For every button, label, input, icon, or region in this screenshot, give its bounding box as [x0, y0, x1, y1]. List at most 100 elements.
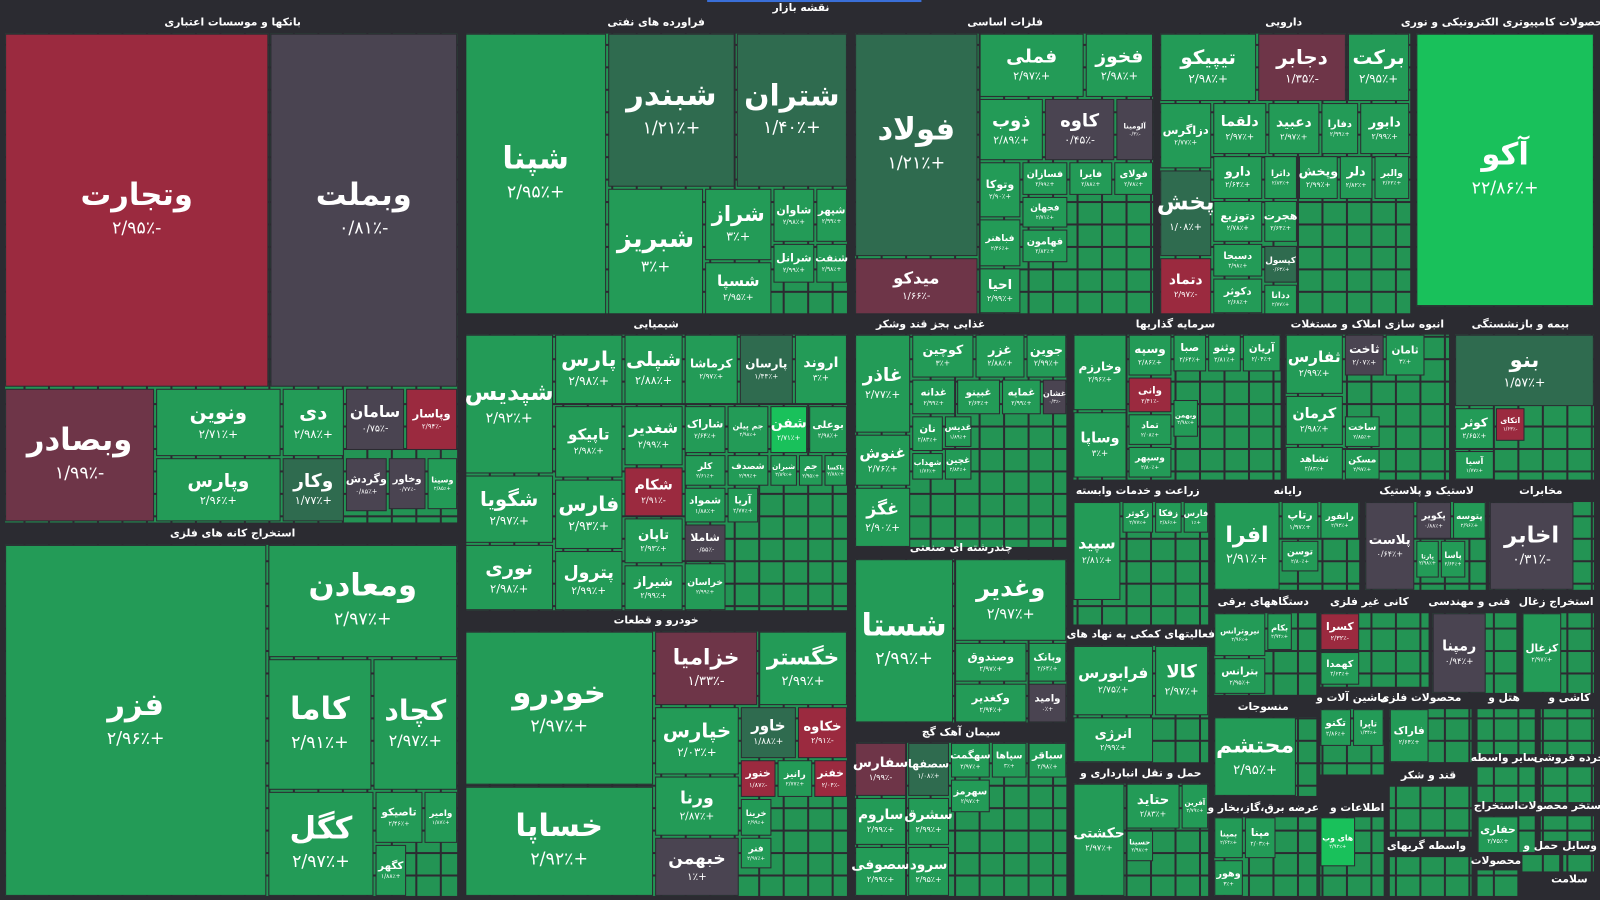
stock-change: +۲/۹۸٪ [739, 432, 756, 438]
stock-symbol: مپنا [1251, 827, 1270, 839]
stock-symbol: وسینا [431, 476, 453, 485]
stock-tile [345, 388, 405, 450]
stock-symbol: وپخش [1299, 163, 1338, 178]
stock-symbol: خگستر [766, 645, 839, 671]
stock-symbol: داترا [1271, 169, 1291, 179]
stock-tile [375, 791, 423, 843]
stock-change: +۲/۹۰٪ [989, 192, 1011, 200]
stock-symbol: کوچین [922, 342, 963, 357]
stock-tile [1214, 817, 1243, 859]
stock-symbol: وسپه [1134, 342, 1165, 357]
stock-change: +۲/۸۲٪ [1035, 249, 1054, 255]
stock-change: -۰/۳٪ [1049, 399, 1061, 405]
stock-tile [268, 659, 372, 790]
stock-tile [739, 334, 793, 405]
stock-tile [1213, 278, 1263, 314]
stock-change: +۲/۸۵٪ [1353, 435, 1371, 441]
sector-title: مخابرات [1519, 484, 1562, 497]
stock-change: +۲/۸۳٪ [1140, 810, 1166, 819]
stock-tile [1432, 613, 1486, 693]
stock-change: +۲/۹۸٪ [1131, 848, 1148, 854]
stock-symbol: فولاد [877, 113, 955, 148]
stock-symbol: فایرا [1079, 169, 1102, 180]
stock-symbol: پاکسا [827, 465, 844, 472]
stock-change: +۱/۴۴٪ [754, 372, 778, 381]
stock-tile [1044, 98, 1115, 161]
stock-symbol: شیران [772, 462, 795, 471]
stock-symbol: شیراز [633, 575, 673, 590]
stock-change: +۲/۹۷٪ [292, 852, 350, 872]
stock-tile [1085, 33, 1154, 97]
stock-symbol: تاپان [638, 528, 669, 543]
stock-change: +۲/۹۶٪ [200, 494, 237, 507]
stock-tile [373, 659, 458, 790]
stock-change: -۰/۷۷٪ [399, 486, 416, 493]
stock-tile [1455, 408, 1494, 449]
stock-symbol: کوثر [1460, 416, 1487, 431]
stock-symbol: خراسان [687, 577, 723, 588]
stock-symbol: وپاسار [412, 407, 451, 422]
stock-tile [740, 707, 796, 759]
stock-symbol: جم پیلن [732, 422, 763, 431]
stock-tile [736, 33, 847, 187]
stock-tile [1416, 33, 1594, 307]
stock-symbol: غنوش [859, 444, 905, 462]
stock-change: +۱/۹۷٪ [1289, 523, 1311, 531]
stock-tile [1214, 502, 1280, 590]
stock-tile [375, 844, 407, 896]
stock-symbol: وغدیر [975, 574, 1045, 602]
stock-symbol: کگهر [377, 859, 403, 872]
sector-area [1389, 857, 1472, 896]
stock-tile [1298, 156, 1338, 199]
stock-tile [770, 455, 797, 486]
stock-symbol: برکت [1352, 46, 1404, 69]
stock-symbol: پارتا [1421, 553, 1434, 560]
stock-change: +۲/۹۶٪ [107, 729, 165, 749]
stock-tile [855, 742, 907, 796]
stock-change: +۲/۸۱٪ [1082, 556, 1112, 566]
sector-title: استخراج کانه های فلزی [170, 527, 295, 541]
stock-tile [1455, 334, 1594, 407]
stock-tile [1477, 816, 1519, 854]
sector-title: هتل و [1487, 691, 1520, 704]
stock-tile [555, 479, 623, 549]
stock-tile [1126, 783, 1180, 829]
sector-title: فنی و مهندسی [1428, 595, 1510, 608]
stock-tile [794, 334, 847, 405]
stock-tile [855, 797, 907, 845]
stock-tile [1213, 201, 1263, 242]
stock-tile [951, 779, 990, 813]
stock-change: +۲/۸۸٪ [827, 472, 844, 478]
stock-change: +۰/۶۳٪ [1272, 267, 1290, 273]
stock-change: +۲/۷۸٪ [1124, 182, 1143, 188]
stock-symbol: شغدیر [628, 418, 678, 437]
stock-symbol: ذوب [992, 110, 1031, 131]
stock-symbol: شصدف [731, 462, 765, 472]
stock-tile [1208, 334, 1241, 372]
stock-change: +۲/۹۸٪ [490, 582, 528, 596]
stock-symbol: شنفت [815, 253, 848, 265]
stock-tile [1440, 540, 1466, 578]
stock-tile [855, 334, 911, 433]
stock-symbol: وبانک [1033, 653, 1061, 664]
stock-change: -۲/۰۴٪ [822, 782, 840, 789]
stock-symbol: پخش [1157, 189, 1215, 215]
stock-change: +۲/۷۱٪ [1036, 215, 1054, 221]
stock-tile [759, 631, 847, 706]
stock-change: +۲/۷۸٪ [1227, 224, 1249, 232]
stock-tile [1320, 817, 1356, 867]
stock-tile [1320, 613, 1360, 650]
stock-symbol: نوری [485, 556, 533, 579]
stock-tile [608, 188, 704, 315]
stock-change: +۲/۹۸٪ [818, 433, 838, 440]
stock-change: +۲/۶۴٪ [1220, 840, 1237, 846]
stock-symbol: والبر [1380, 168, 1403, 179]
stock-symbol: وثنو [1213, 341, 1236, 354]
stock-change: +۲/۸۶٪ [1138, 357, 1162, 366]
stock-tile [270, 33, 458, 387]
stock-tile [345, 458, 387, 512]
stock-change: +۲/۰۸٪ [1141, 432, 1159, 438]
stock-symbol: فخوز [1094, 46, 1143, 67]
stock-change: +۲/۹۸٪ [574, 446, 604, 456]
stock-change: +۲/۹۵٪ [1233, 763, 1277, 778]
